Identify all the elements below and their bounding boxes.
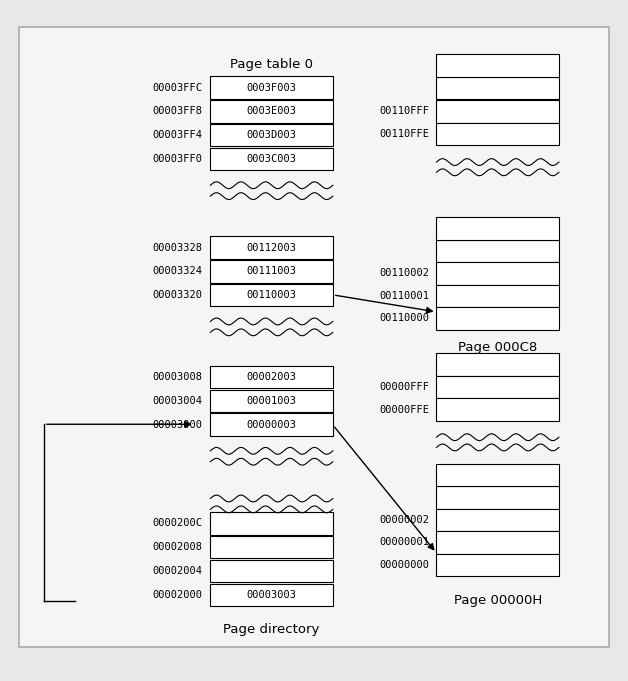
Text: 00002004: 00002004 <box>153 566 203 576</box>
Text: Page 000C8: Page 000C8 <box>458 340 538 354</box>
Text: 00112003: 00112003 <box>247 242 296 253</box>
Text: Page directory: Page directory <box>224 623 320 637</box>
Text: 00003FF0: 00003FF0 <box>153 154 203 164</box>
Text: 0000200C: 0000200C <box>153 518 203 528</box>
Text: 0003C003: 0003C003 <box>247 154 296 164</box>
Text: 00000000: 00000000 <box>379 560 429 570</box>
Text: 00110000: 00110000 <box>379 313 429 323</box>
Bar <box>210 148 333 170</box>
Bar <box>436 54 559 77</box>
Text: 00003328: 00003328 <box>153 242 203 253</box>
Bar <box>210 536 333 558</box>
Text: 00110001: 00110001 <box>379 291 429 301</box>
Text: 00002003: 00002003 <box>247 372 296 382</box>
Text: 00003320: 00003320 <box>153 290 203 300</box>
Text: 00000FFF: 00000FFF <box>379 382 429 392</box>
Bar <box>436 77 559 99</box>
Bar <box>436 307 559 330</box>
Text: 00110002: 00110002 <box>379 268 429 279</box>
Bar <box>210 366 333 388</box>
Bar <box>210 413 333 436</box>
Text: 00002008: 00002008 <box>153 542 203 552</box>
Bar <box>210 260 333 283</box>
Text: 00003FFC: 00003FFC <box>153 82 203 93</box>
Text: 00003FF8: 00003FF8 <box>153 106 203 116</box>
Text: 00110FFE: 00110FFE <box>379 129 429 139</box>
Bar <box>210 76 333 99</box>
Bar <box>210 390 333 412</box>
FancyBboxPatch shape <box>19 27 609 647</box>
Text: 00000FFE: 00000FFE <box>379 405 429 415</box>
Text: 0003F003: 0003F003 <box>247 82 296 93</box>
Bar <box>210 560 333 582</box>
Bar <box>436 509 559 531</box>
Bar <box>436 123 559 145</box>
Text: 00003000: 00003000 <box>153 419 203 430</box>
Text: 00110FFF: 00110FFF <box>379 106 429 116</box>
Bar <box>436 353 559 376</box>
Bar <box>210 100 333 123</box>
Text: 0003D003: 0003D003 <box>247 130 296 140</box>
Bar <box>436 398 559 421</box>
Bar <box>436 262 559 285</box>
Bar <box>436 554 559 576</box>
Bar <box>436 240 559 262</box>
Bar <box>210 284 333 306</box>
Text: 00000003: 00000003 <box>247 419 296 430</box>
Bar <box>436 100 559 123</box>
Text: 00110003: 00110003 <box>247 290 296 300</box>
Text: 00001003: 00001003 <box>247 396 296 406</box>
Bar <box>436 486 559 509</box>
Text: Page table 0: Page table 0 <box>230 58 313 72</box>
Bar <box>436 531 559 554</box>
Bar <box>210 124 333 146</box>
Text: 00003004: 00003004 <box>153 396 203 406</box>
Bar <box>436 464 559 486</box>
Text: 00003003: 00003003 <box>247 590 296 600</box>
Bar <box>210 584 333 606</box>
Text: 00000002: 00000002 <box>379 515 429 525</box>
Text: 00003008: 00003008 <box>153 372 203 382</box>
Bar <box>436 285 559 307</box>
Text: 00000001: 00000001 <box>379 537 429 548</box>
Text: Page 00000H: Page 00000H <box>453 594 542 607</box>
Text: 00111003: 00111003 <box>247 266 296 276</box>
Text: 0003E003: 0003E003 <box>247 106 296 116</box>
Text: 00003FF4: 00003FF4 <box>153 130 203 140</box>
Bar <box>210 512 333 535</box>
Bar <box>210 236 333 259</box>
Bar <box>436 217 559 240</box>
Bar <box>436 376 559 398</box>
Text: 00003324: 00003324 <box>153 266 203 276</box>
Text: 00002000: 00002000 <box>153 590 203 600</box>
